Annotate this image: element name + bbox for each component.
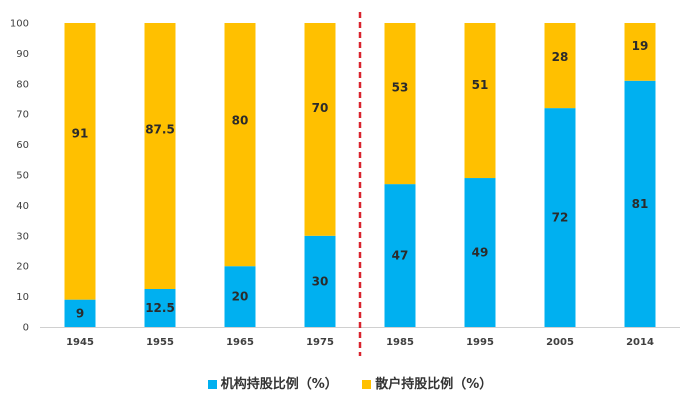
data-label-institutional: 72 — [552, 211, 569, 225]
y-tick-label: 50 — [16, 171, 29, 182]
data-label-retail: 28 — [552, 50, 569, 64]
data-label-institutional: 49 — [472, 246, 489, 260]
bar-institutional — [544, 108, 576, 328]
y-tick-label: 30 — [16, 231, 29, 242]
x-tick-label: 1985 — [386, 337, 414, 348]
bar-retail — [304, 23, 336, 236]
bar-institutional — [224, 266, 256, 327]
bar-retail — [624, 23, 656, 81]
y-tick-label: 70 — [16, 110, 29, 121]
x-tick-label: 1945 — [66, 337, 94, 348]
bar-retail — [224, 23, 256, 267]
bar-institutional — [144, 289, 176, 327]
y-tick-label: 0 — [23, 323, 29, 334]
legend-item-retail: 散户持股比例（%） — [362, 373, 492, 392]
y-tick-label: 100 — [10, 19, 29, 30]
x-tick-label: 1955 — [146, 337, 174, 348]
data-label-institutional: 47 — [392, 249, 409, 263]
x-tick-label: 1975 — [306, 337, 334, 348]
data-label-retail: 51 — [472, 78, 489, 92]
data-label-retail: 80 — [232, 113, 249, 127]
legend: 机构持股比例（%） 散户持股比例（%） — [0, 373, 700, 392]
data-label-institutional: 81 — [632, 197, 649, 211]
data-label-retail: 87.5 — [145, 122, 175, 136]
x-tick-label: 1965 — [226, 337, 254, 348]
x-tick-label: 2005 — [546, 337, 574, 348]
bar-retail — [144, 23, 176, 289]
y-tick-label: 90 — [16, 49, 29, 60]
x-tick-label: 2014 — [626, 337, 654, 348]
y-tick-label: 80 — [16, 79, 29, 90]
y-tick-label: 40 — [16, 201, 29, 212]
stacked-bar-chart: 0102030405060708090100991194512.587.5195… — [10, 12, 680, 356]
bar-retail — [544, 23, 576, 109]
legend-label-institutional: 机构持股比例（%） — [220, 377, 338, 392]
bar-institutional — [64, 299, 96, 327]
data-label-institutional: 12.5 — [145, 301, 175, 315]
y-tick-label: 10 — [16, 292, 29, 303]
legend-swatch-retail — [362, 380, 372, 389]
data-label-retail: 91 — [72, 127, 89, 141]
data-label-institutional: 30 — [312, 274, 329, 288]
bar-institutional — [304, 235, 336, 327]
y-tick-label: 20 — [16, 262, 29, 273]
y-tick-label: 60 — [16, 140, 29, 151]
legend-label-retail: 散户持股比例（%） — [375, 377, 493, 392]
legend-item-institutional: 机构持股比例（%） — [207, 373, 338, 392]
bar-retail — [384, 23, 416, 185]
data-label-retail: 53 — [392, 80, 409, 94]
bar-institutional — [464, 178, 496, 327]
data-label-retail: 19 — [632, 39, 649, 53]
x-tick-label: 1995 — [466, 337, 494, 348]
data-label-institutional: 20 — [232, 290, 249, 304]
data-label-retail: 70 — [312, 101, 329, 115]
bar-retail — [64, 23, 96, 300]
bar-retail — [464, 23, 496, 179]
bar-institutional — [384, 184, 416, 327]
legend-swatch-institutional — [207, 380, 217, 389]
data-label-institutional: 9 — [76, 306, 84, 320]
bar-institutional — [624, 80, 656, 327]
